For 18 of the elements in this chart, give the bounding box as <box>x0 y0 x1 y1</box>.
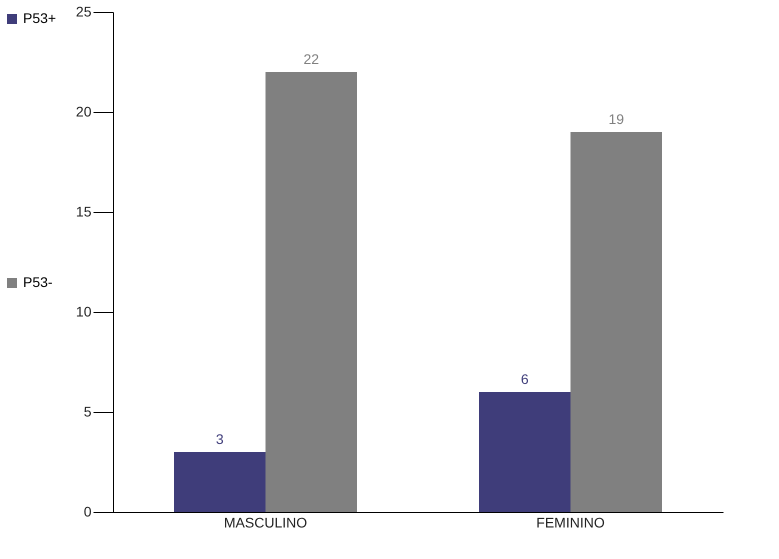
y-tick-label: 20 <box>76 104 92 120</box>
bar <box>174 452 266 512</box>
y-tick-label: 0 <box>84 504 92 520</box>
y-tick-label: 25 <box>76 4 92 20</box>
bar <box>479 392 570 512</box>
bar <box>570 132 662 512</box>
data-label: 3 <box>216 431 224 447</box>
data-label: 19 <box>608 111 624 127</box>
data-label: 6 <box>520 371 529 387</box>
y-tick-label: 15 <box>76 204 92 220</box>
x-tick-label: MASCULINO <box>224 514 308 530</box>
x-tick-label: FEMININO <box>536 514 605 530</box>
legend-label: P53+ <box>23 10 56 26</box>
y-tick-label: 10 <box>76 304 92 320</box>
bar <box>266 72 357 512</box>
y-tick-label: 5 <box>84 404 92 420</box>
legend-label: P53- <box>23 274 53 290</box>
data-label: 22 <box>303 51 320 67</box>
